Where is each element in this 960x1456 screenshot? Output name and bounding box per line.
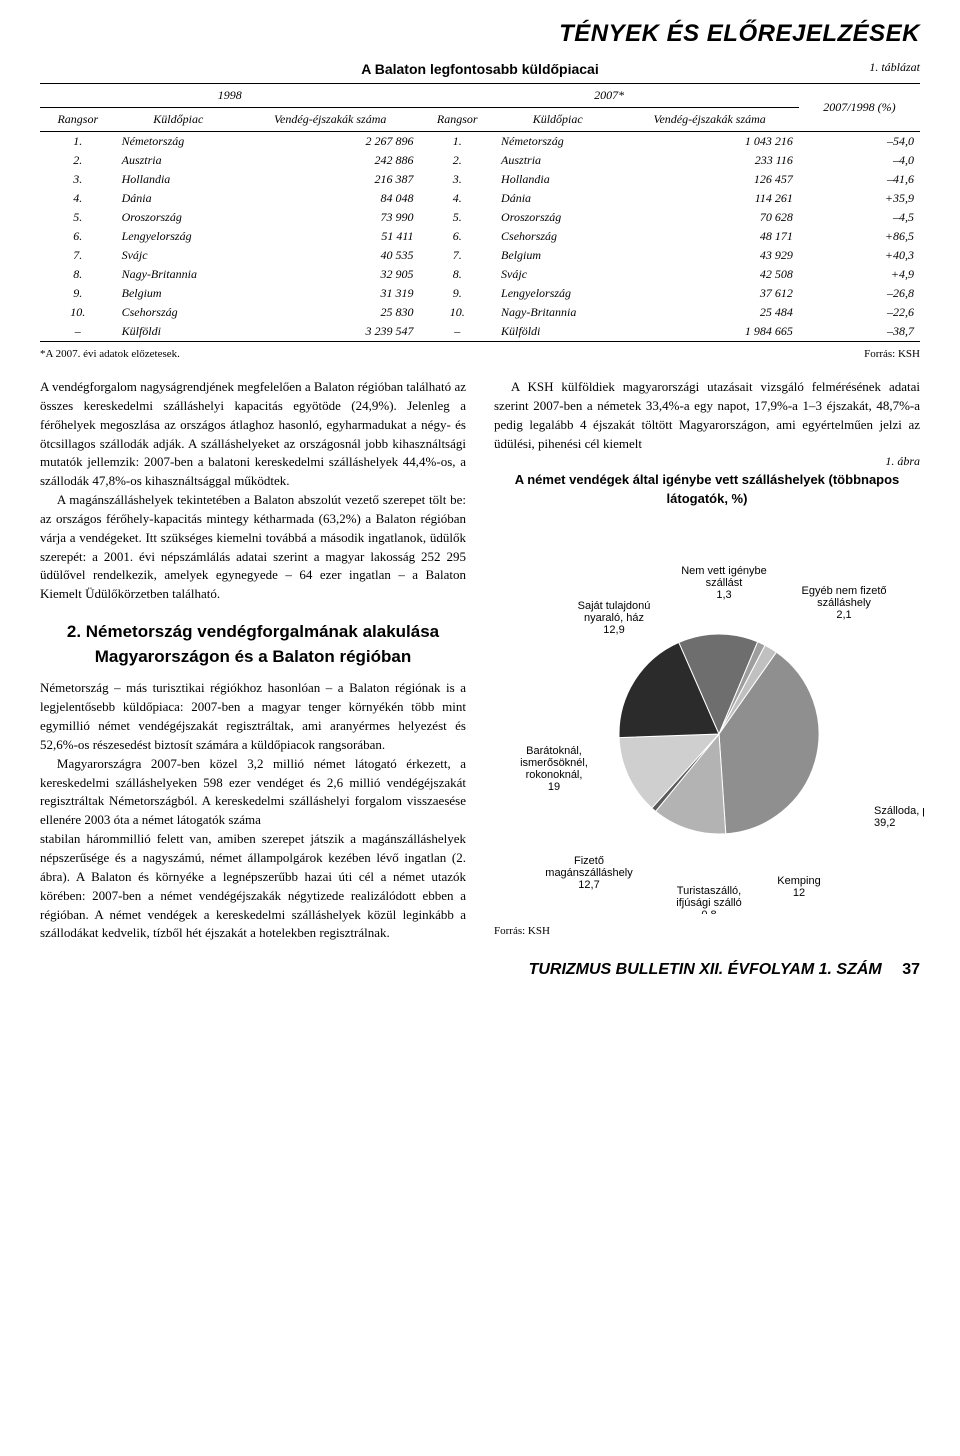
table-row: –Külföldi3 239 547–Külföldi1 984 665–38,…: [40, 322, 920, 342]
table-caption: A Balaton legfontosabb küldőpiacai: [40, 61, 920, 77]
section-heading: 2. Németország vendégforgalmának alakulá…: [40, 620, 466, 669]
table-header-year2: 2007*: [419, 84, 798, 108]
figure-title: A német vendégek által igénybe vett szál…: [494, 471, 920, 509]
pie-label: Szálloda, panzió39,2: [874, 805, 924, 829]
main-table: 1998 2007* 2007/1998 (%) Rangsor Küldőpi…: [40, 83, 920, 342]
table-row: 1.Németország2 267 8961.Németország1 043…: [40, 132, 920, 152]
table-row: 8.Nagy-Britannia32 9058.Svájc42 508+4,9: [40, 265, 920, 284]
footer-page: 37: [902, 961, 920, 978]
table-header-rank: Rangsor: [419, 108, 495, 132]
pie-label: Egyéb nem fizetőszálláshely2,1: [802, 585, 887, 621]
table-row: 2.Ausztria242 8862.Ausztria233 116–4,0: [40, 151, 920, 170]
table-source: Forrás: KSH: [864, 348, 920, 360]
table-header-nights: Vendég-éjszakák száma: [620, 108, 798, 132]
table-row: 3.Hollandia216 3873.Hollandia126 457–41,…: [40, 170, 920, 189]
footer-journal: TURIZMUS BULLETIN XII. ÉVFOLYAM 1. SZÁM: [529, 961, 882, 978]
section-overline: TÉNYEK ÉS ELŐREJELZÉSEK: [40, 20, 920, 48]
table-row: 4.Dánia84 0484.Dánia114 261+35,9: [40, 189, 920, 208]
pie-label: Barátoknál,ismerősöknél,rokonoknál,19: [520, 745, 588, 793]
table-header-rank: Rangsor: [40, 108, 116, 132]
paragraph: A vendégforgalom nagyságrendjének megfel…: [40, 378, 466, 491]
pie-chart: Szálloda, panzió39,2 Kemping12 Turistaszál…: [494, 514, 924, 914]
table-header-market: Küldőpiac: [495, 108, 620, 132]
paragraph: A magánszálláshelyek tekintetében a Bala…: [40, 491, 466, 604]
table-row: 9.Belgium31 3199.Lengyelország37 612–26,…: [40, 284, 920, 303]
table-row: 10.Csehország25 83010.Nagy-Britannia25 4…: [40, 303, 920, 322]
table-header-change: 2007/1998 (%): [799, 84, 920, 132]
pie-label: Fizetőmagánszálláshely12,7: [545, 855, 633, 891]
paragraph: Németország – más turisztikai régiókhoz …: [40, 679, 466, 754]
table-row: 6.Lengyelország51 4116.Csehország48 171+…: [40, 227, 920, 246]
table-header-nights: Vendég-éjszakák száma: [241, 108, 419, 132]
table-row: 5.Oroszország73 9905.Oroszország70 628–4…: [40, 208, 920, 227]
paragraph: Magyarországra 2007-ben közel 3,2 millió…: [40, 755, 466, 830]
figure-source: Forrás: KSH: [494, 924, 920, 940]
table-header-year1: 1998: [40, 84, 419, 108]
pie-label: Saját tulajdonúnyaraló, ház12,9: [578, 600, 651, 636]
pie-label: Kemping12: [777, 875, 820, 899]
pie-label: Nem vett igénybeszállást1,3: [681, 565, 767, 601]
paragraph: A KSH külföldiek magyarországi utazásait…: [494, 378, 920, 453]
table-footnote: *A 2007. évi adatok előzetesek.: [40, 348, 180, 360]
pie-label: Turistaszálló,ifjúsági szálló0,8: [676, 885, 741, 914]
table-header-market: Küldőpiac: [116, 108, 241, 132]
figure-number: 1. ábra: [494, 453, 920, 470]
table-row: 7.Svájc40 5357.Belgium43 929+40,3: [40, 246, 920, 265]
paragraph: stabilan hárommillió felett van, amiben …: [40, 830, 466, 943]
